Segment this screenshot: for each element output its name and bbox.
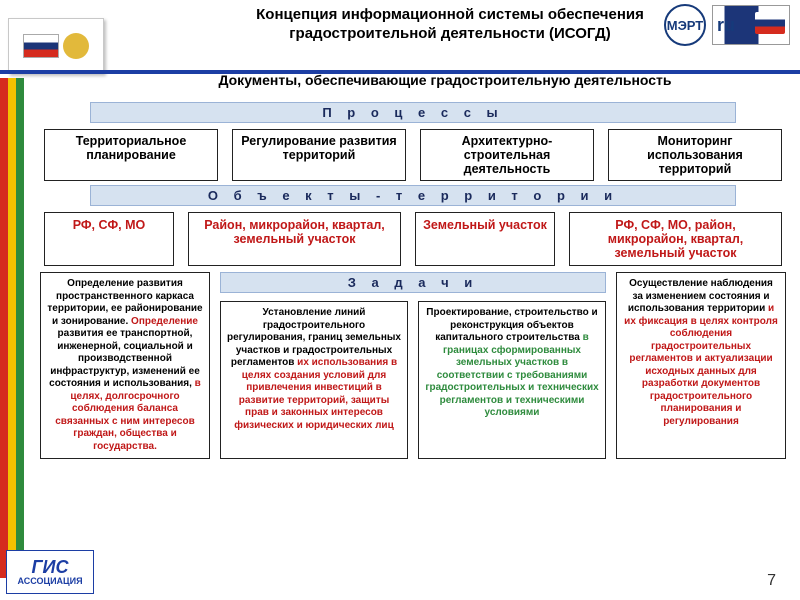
object-box-4: РФ, СФ, МО, район, микрорайон, квартал, …	[569, 212, 782, 266]
task-box-1: Определение развития пространственного к…	[40, 272, 210, 459]
mrt-badge-icon: МЭРТ	[664, 4, 706, 46]
subtitle: Документы, обеспечивающие градостроитель…	[110, 72, 780, 88]
processes-row: Территориальное планирование Регулирован…	[44, 129, 782, 181]
task4-part-b: и их фиксация в целях контроля соблюдени…	[624, 303, 778, 427]
process-box-2: Регулирование развития территорий	[232, 129, 406, 181]
ru-badge-icon: ru	[712, 5, 790, 45]
tasks-area: Определение развития пространственного к…	[40, 272, 786, 459]
object-box-3: Земельный участок	[415, 212, 555, 266]
task1-part-d: в целях, долгосрочного соблюдения баланс…	[55, 378, 201, 452]
accent-bar-green	[16, 78, 24, 578]
accent-bar-red	[0, 78, 8, 578]
gis-logo-small: АССОЦИАЦИЯ	[17, 576, 82, 586]
title-line-2: градостроительной деятельности (ИСОГД)	[289, 25, 610, 42]
section-label-tasks: З а д а ч и	[220, 272, 606, 293]
section-label-processes: П р о ц е с с ы	[90, 102, 736, 123]
process-box-3: Архитектурно-строительная деятельность	[420, 129, 594, 181]
gis-logo-big: ГИС	[32, 558, 69, 576]
accent-bar-yellow	[8, 78, 16, 578]
task4-part-a: Осуществление наблюдения за изменением с…	[628, 278, 773, 314]
slide: Концепция информационной системы обеспеч…	[0, 0, 800, 600]
object-box-2: Район, микрорайон, квартал, земельный уч…	[188, 212, 401, 266]
task1-part-c: развития ее транспортной, инженерной, со…	[49, 328, 200, 389]
russia-flag-icon	[23, 34, 59, 58]
section-label-objects: О б ъ е к т ы - т е р р и т о р и и	[90, 185, 736, 206]
logo-right-group: МЭРТ ru	[664, 4, 790, 46]
title-line-1: Концепция информационной системы обеспеч…	[256, 6, 644, 23]
process-box-1: Территориальное планирование	[44, 129, 218, 181]
task-box-2: Установление линий градостроительного ре…	[220, 301, 408, 459]
task2-part-b: их использования в целях создания услови…	[234, 357, 397, 431]
gis-logo: ГИС АССОЦИАЦИЯ	[6, 550, 94, 594]
task3-part-b: в границах сформированных земельных учас…	[425, 332, 598, 418]
ru-text: ru	[717, 15, 735, 36]
task1-part-b: Определение	[131, 316, 198, 327]
objects-row: РФ, СФ, МО Район, микрорайон, квартал, з…	[44, 212, 782, 266]
task3-part-a: Проектирование, строительство и реконстр…	[426, 307, 597, 343]
process-box-4: Мониторинг использования территорий	[608, 129, 782, 181]
content-area: П р о ц е с с ы Территориальное планиров…	[40, 98, 786, 459]
tasks-middle-row: Установление линий градостроительного ре…	[220, 301, 606, 459]
page-number: 7	[767, 572, 776, 590]
eagle-emblem-icon	[63, 33, 89, 59]
header: Концепция информационной системы обеспеч…	[0, 0, 800, 72]
object-box-1: РФ, СФ, МО	[44, 212, 174, 266]
task-box-4: Осуществление наблюдения за изменением с…	[616, 272, 786, 459]
task-box-3: Проектирование, строительство и реконстр…	[418, 301, 606, 459]
logo-mrt-flag	[8, 18, 104, 74]
tasks-middle-wrap: З а д а ч и Установление линий градостро…	[220, 272, 606, 459]
